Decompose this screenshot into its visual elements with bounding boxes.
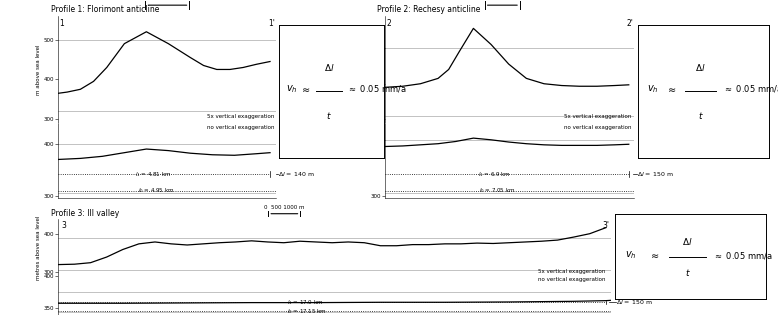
Text: 3': 3' [602, 221, 609, 230]
Y-axis label: metres above sea level: metres above sea level [36, 215, 41, 280]
Text: $l_0$ = 17.15 km: $l_0$ = 17.15 km [287, 306, 327, 315]
Text: 5x vertical exaggeration: 5x vertical exaggeration [207, 114, 274, 119]
Text: $\Delta l$: $\Delta l$ [324, 62, 335, 73]
Text: 1: 1 [59, 19, 65, 28]
Text: $t$: $t$ [685, 266, 690, 278]
Text: $l_1$ = 4.81 km: $l_1$ = 4.81 km [135, 170, 172, 179]
Text: 3: 3 [61, 221, 66, 230]
Text: $\approx$: $\approx$ [300, 84, 311, 94]
Text: $\approx$: $\approx$ [667, 84, 678, 94]
Text: $l_0$ = 4.95 km: $l_0$ = 4.95 km [138, 186, 174, 195]
Text: 2: 2 [387, 19, 391, 28]
Text: $v_h$: $v_h$ [647, 83, 659, 94]
Text: 0  500 1000 m: 0 500 1000 m [264, 205, 305, 210]
Text: $l_1$ = 17.0 km: $l_1$ = 17.0 km [286, 298, 323, 307]
Text: $v_h$: $v_h$ [626, 249, 637, 261]
Text: $\Delta l$: $\Delta l$ [696, 62, 706, 73]
Text: $\approx$ 0.05 mm/a: $\approx$ 0.05 mm/a [347, 83, 407, 94]
Text: $l_1$ = 6.9 km: $l_1$ = 6.9 km [478, 170, 511, 179]
Text: $v_h$: $v_h$ [286, 83, 297, 94]
Text: $t$: $t$ [698, 110, 703, 121]
Text: $l_0$ = 7.05 km: $l_0$ = 7.05 km [479, 186, 515, 195]
Text: no vertical exaggeration: no vertical exaggeration [206, 125, 274, 130]
Text: Profile 1: Florimont anticline: Profile 1: Florimont anticline [51, 5, 159, 14]
Text: $\Delta l$: $\Delta l$ [682, 236, 692, 247]
Text: no vertical exaggeration: no vertical exaggeration [564, 125, 632, 130]
Text: $\approx$ 0.05 mm/a: $\approx$ 0.05 mm/a [713, 249, 773, 261]
Text: 5x vertical exaggeration: 5x vertical exaggeration [564, 114, 632, 119]
Text: 2': 2' [626, 19, 633, 28]
Text: $t$: $t$ [326, 110, 332, 121]
Text: $\Delta l$ = 150 m: $\Delta l$ = 150 m [616, 299, 653, 306]
Text: 1': 1' [268, 19, 275, 28]
Text: $\Delta l$ = 140 m: $\Delta l$ = 140 m [279, 170, 315, 178]
Y-axis label: m above sea level: m above sea level [36, 44, 41, 95]
Text: Profile 3: Ill valley: Profile 3: Ill valley [51, 209, 119, 218]
Text: $\Delta l$ = 150 m: $\Delta l$ = 150 m [636, 170, 673, 178]
Text: $\approx$ 0.05 mm/a: $\approx$ 0.05 mm/a [723, 83, 778, 94]
Text: 5x vertical exaggeration: 5x vertical exaggeration [538, 269, 605, 274]
Y-axis label: m above sea level: m above sea level [363, 44, 368, 95]
Text: Profile 2: Rechesy anticline: Profile 2: Rechesy anticline [377, 5, 481, 14]
Text: $\approx$: $\approx$ [649, 250, 660, 260]
Text: no vertical exaggeration: no vertical exaggeration [538, 277, 605, 282]
